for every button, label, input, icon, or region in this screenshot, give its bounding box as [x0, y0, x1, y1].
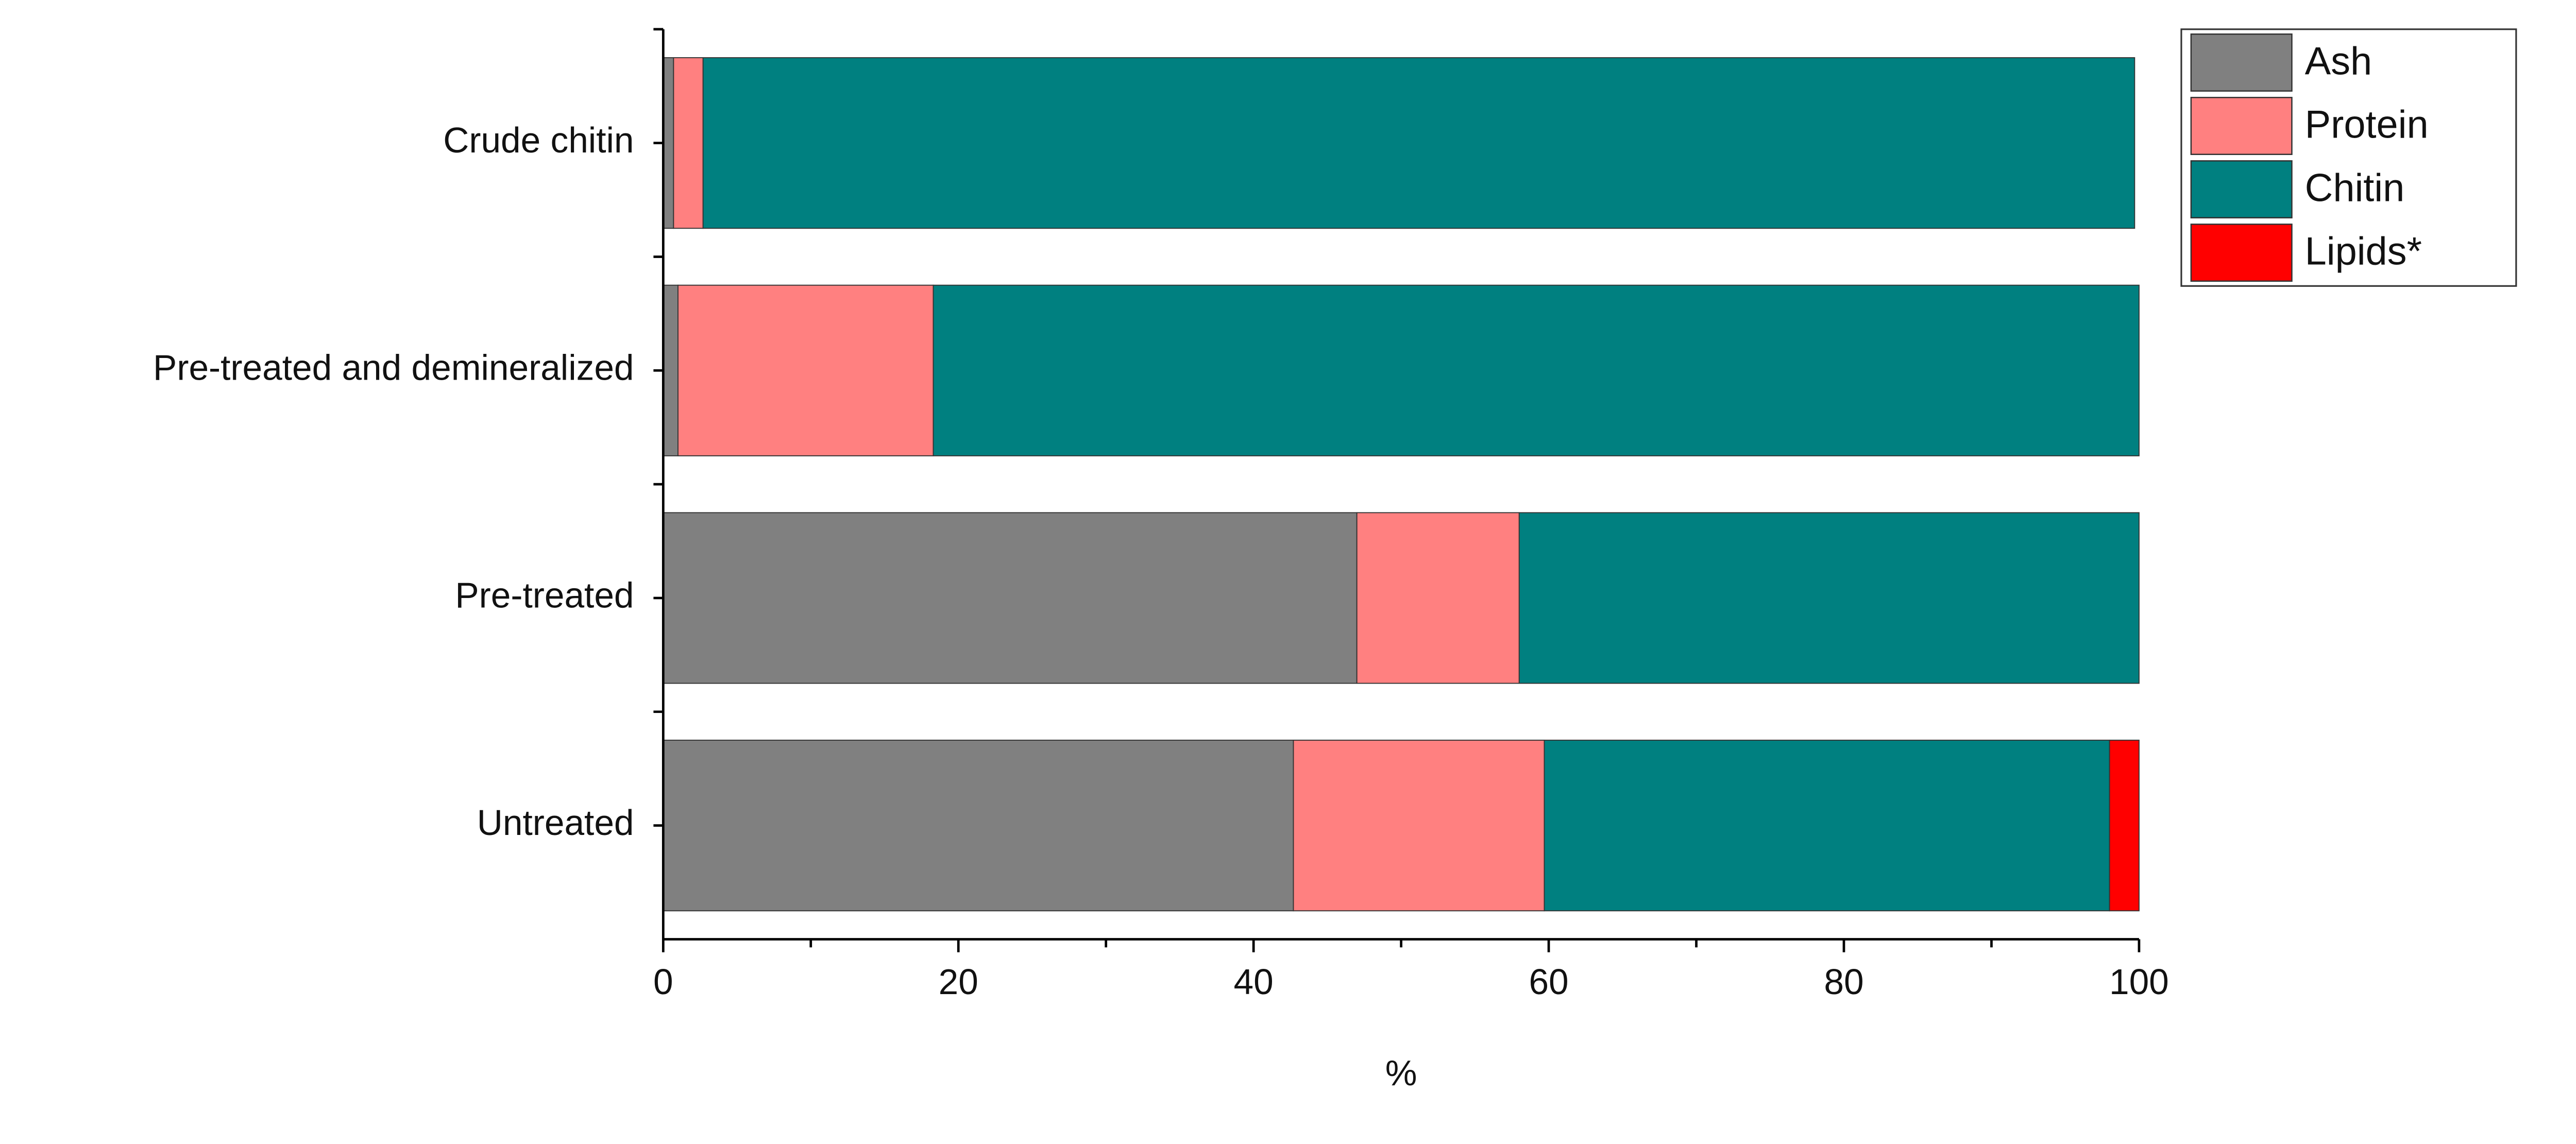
- bar-segment: [663, 284, 679, 456]
- legend-swatch: [2190, 97, 2293, 155]
- bar-segment: [1356, 512, 1520, 684]
- y-tick-label: Pre-treated and demineralized: [153, 348, 634, 388]
- bar-segment: [702, 57, 2136, 229]
- legend-swatch: [2190, 33, 2293, 92]
- x-tick-label: 40: [1234, 962, 1274, 1002]
- x-tick-label: 0: [653, 962, 673, 1002]
- bar-segment: [673, 57, 704, 229]
- x-tick-label: 60: [1529, 962, 1568, 1002]
- legend-label: Lipids*: [2305, 230, 2422, 274]
- x-axis-label: %: [1385, 1053, 1417, 1093]
- y-tick-label: Untreated: [477, 802, 634, 843]
- bar-segment: [1544, 740, 2110, 912]
- bar-segment: [1293, 740, 1545, 912]
- y-tick-label: Crude chitin: [443, 120, 634, 160]
- x-tick-label: 100: [2109, 962, 2169, 1002]
- y-tick-label: Pre-treated: [455, 575, 634, 615]
- bar-segment: [2109, 740, 2140, 912]
- bar-segment: [1518, 512, 2140, 684]
- legend-swatch: [2190, 224, 2293, 282]
- bar-segment: [663, 740, 1294, 912]
- x-tick-label: 20: [939, 962, 978, 1002]
- bar-segment: [663, 512, 1358, 684]
- legend-label: Ash: [2305, 40, 2372, 83]
- x-tick-label: 80: [1824, 962, 1863, 1002]
- legend-label: Chitin: [2305, 166, 2405, 210]
- bar-segment: [663, 57, 674, 229]
- bar-segment: [933, 284, 2140, 456]
- legend-label: Protein: [2305, 103, 2429, 147]
- legend-swatch: [2190, 160, 2293, 219]
- bar-segment: [677, 284, 934, 456]
